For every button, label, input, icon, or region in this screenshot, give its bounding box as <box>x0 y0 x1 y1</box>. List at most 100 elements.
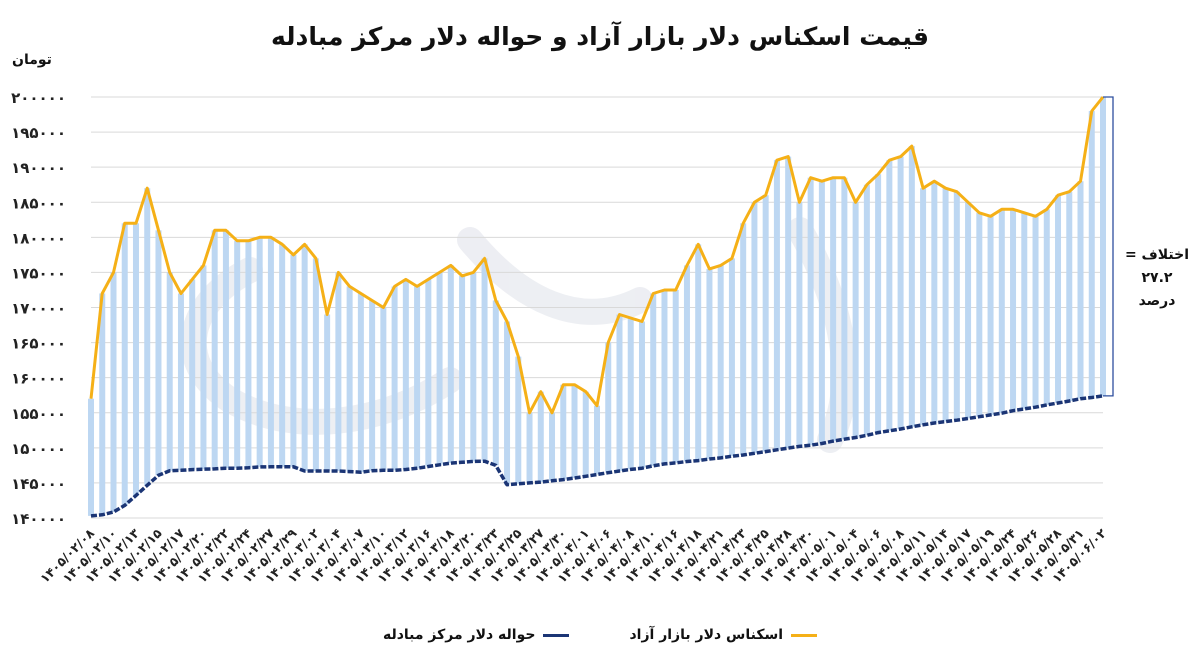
series-line-exchange-center <box>90 394 1104 518</box>
annotation-line-1: اختلاف = <box>1124 247 1190 263</box>
difference-bar <box>605 342 612 473</box>
difference-bar <box>717 265 724 458</box>
difference-bar <box>324 314 331 471</box>
y-tick-label: ۱۷۰۰۰۰ <box>11 300 66 318</box>
legend: اسکناس دلار بازار آزاد حواله دلار مرکز م… <box>0 627 1200 643</box>
difference-bar <box>459 275 466 463</box>
y-tick-label: ۱۸۵۰۰۰ <box>11 194 66 212</box>
difference-bar <box>875 174 882 433</box>
difference-bar <box>965 202 972 419</box>
difference-bar <box>369 300 376 471</box>
difference-bar <box>807 177 814 446</box>
difference-bar <box>267 237 274 467</box>
annotation-line-2: ۲۷.۲ <box>1141 270 1173 286</box>
difference-bar <box>256 237 263 467</box>
annotation-line-3: درصد <box>1138 293 1176 309</box>
y-tick-label: ۱۵۰۰۰۰ <box>11 440 66 458</box>
difference-bar <box>1043 209 1050 405</box>
difference-bar <box>594 405 600 475</box>
difference-bar <box>1010 209 1017 411</box>
difference-bar <box>414 286 421 469</box>
difference-bracket-line <box>1103 96 1114 397</box>
difference-bar <box>99 293 106 515</box>
difference-bar <box>661 289 668 464</box>
difference-bar <box>301 244 308 471</box>
difference-bar <box>346 286 353 472</box>
difference-bar <box>1055 195 1062 403</box>
y-axis-ticks: ۱۴۰۰۰۰ ۱۴۵۰۰۰ ۱۵۰۰۰۰ ۱۵۵۰۰۰ ۱۶۰۰۰۰ ۱۶۵۰۰۰ ۱۷۰۰… <box>11 89 66 528</box>
y-tick-label: ۱۸۰۰۰۰ <box>11 229 66 247</box>
legend-label-exchange-center: حواله دلار مرکز مبادله <box>382 627 536 643</box>
chart-title: قیمت اسکناس دلار بازار آزاد و حواله دلار… <box>271 22 929 51</box>
difference-bar <box>920 188 927 425</box>
difference-bar <box>436 272 443 465</box>
difference-bar <box>560 384 567 480</box>
difference-bar <box>762 195 769 452</box>
difference-bar <box>650 293 657 466</box>
difference-bar <box>942 188 949 422</box>
difference-bar <box>852 202 859 438</box>
difference-bar <box>683 265 690 462</box>
difference-bar <box>616 314 623 471</box>
difference-bar <box>706 268 713 460</box>
difference-bar <box>357 293 364 473</box>
y-tick-label: ۱۹۰۰۰۰ <box>11 159 66 177</box>
difference-bar <box>234 240 241 469</box>
difference-bar <box>627 318 634 470</box>
difference-bar <box>672 289 679 463</box>
difference-bar <box>886 160 893 431</box>
difference-bar <box>740 223 747 455</box>
difference-bar <box>211 230 218 469</box>
difference-bar <box>751 202 758 454</box>
difference-bar <box>1021 212 1028 409</box>
y-tick-label: ۱۶۰۰۰۰ <box>11 370 66 388</box>
difference-bars <box>88 97 1106 516</box>
series-lines <box>89 96 1105 518</box>
difference-bar <box>931 181 938 424</box>
difference-bar <box>998 209 1005 414</box>
x-axis-ticks: ۱۴۰۵/۰۲/۰۸۱۴۰۵/۰۲/۱۰۱۴۰۵/۰۲/۱۳۱۴۰۵/۰۲/۱۵… <box>37 525 1109 585</box>
difference-bar <box>863 184 870 436</box>
difference-bar <box>830 177 837 442</box>
difference-bar <box>402 279 409 470</box>
y-tick-label: ۱۷۵۰۰۰ <box>11 264 66 282</box>
y-tick-label: ۱۴۰۰۰۰ <box>11 510 66 528</box>
difference-bar <box>976 212 983 417</box>
difference-bar <box>515 356 522 484</box>
difference-bar <box>312 258 319 471</box>
difference-bar <box>549 412 556 481</box>
difference-bar <box>245 240 252 468</box>
difference-bar <box>110 272 117 512</box>
difference-bar <box>785 156 792 449</box>
difference-bar <box>908 146 915 427</box>
difference-annotation: اختلاف = ۲۷.۲ درصد <box>1122 244 1192 313</box>
difference-bar <box>121 223 128 506</box>
difference-bar <box>88 398 94 516</box>
difference-bracket <box>1103 96 1114 397</box>
difference-bar <box>481 258 488 462</box>
difference-bar <box>144 188 151 486</box>
difference-bar <box>818 181 825 444</box>
difference-bar <box>638 321 645 469</box>
difference-bar <box>492 300 499 466</box>
difference-bar <box>166 272 173 471</box>
y-tick-label: ۱۵۵۰۰۰ <box>11 405 66 423</box>
legend-label-free-market: اسکناس دلار بازار آزاد <box>629 627 784 643</box>
difference-bar <box>728 258 735 457</box>
y-axis-unit-label: تومان <box>12 52 52 68</box>
difference-bar <box>222 230 229 469</box>
difference-bar <box>189 279 196 470</box>
series-line-free-market <box>89 96 1105 415</box>
difference-bar <box>897 156 904 430</box>
difference-bar <box>841 177 848 440</box>
difference-bar <box>953 191 960 421</box>
difference-bar <box>1077 181 1084 399</box>
y-tick-label: ۱۹۵۰۰۰ <box>11 124 66 142</box>
difference-bar <box>987 216 994 415</box>
difference-bar <box>504 321 511 485</box>
difference-bar <box>290 254 297 467</box>
difference-bar <box>1100 97 1106 396</box>
difference-bar <box>425 279 432 467</box>
legend-item-exchange-center: حواله دلار مرکز مبادله <box>383 627 570 643</box>
